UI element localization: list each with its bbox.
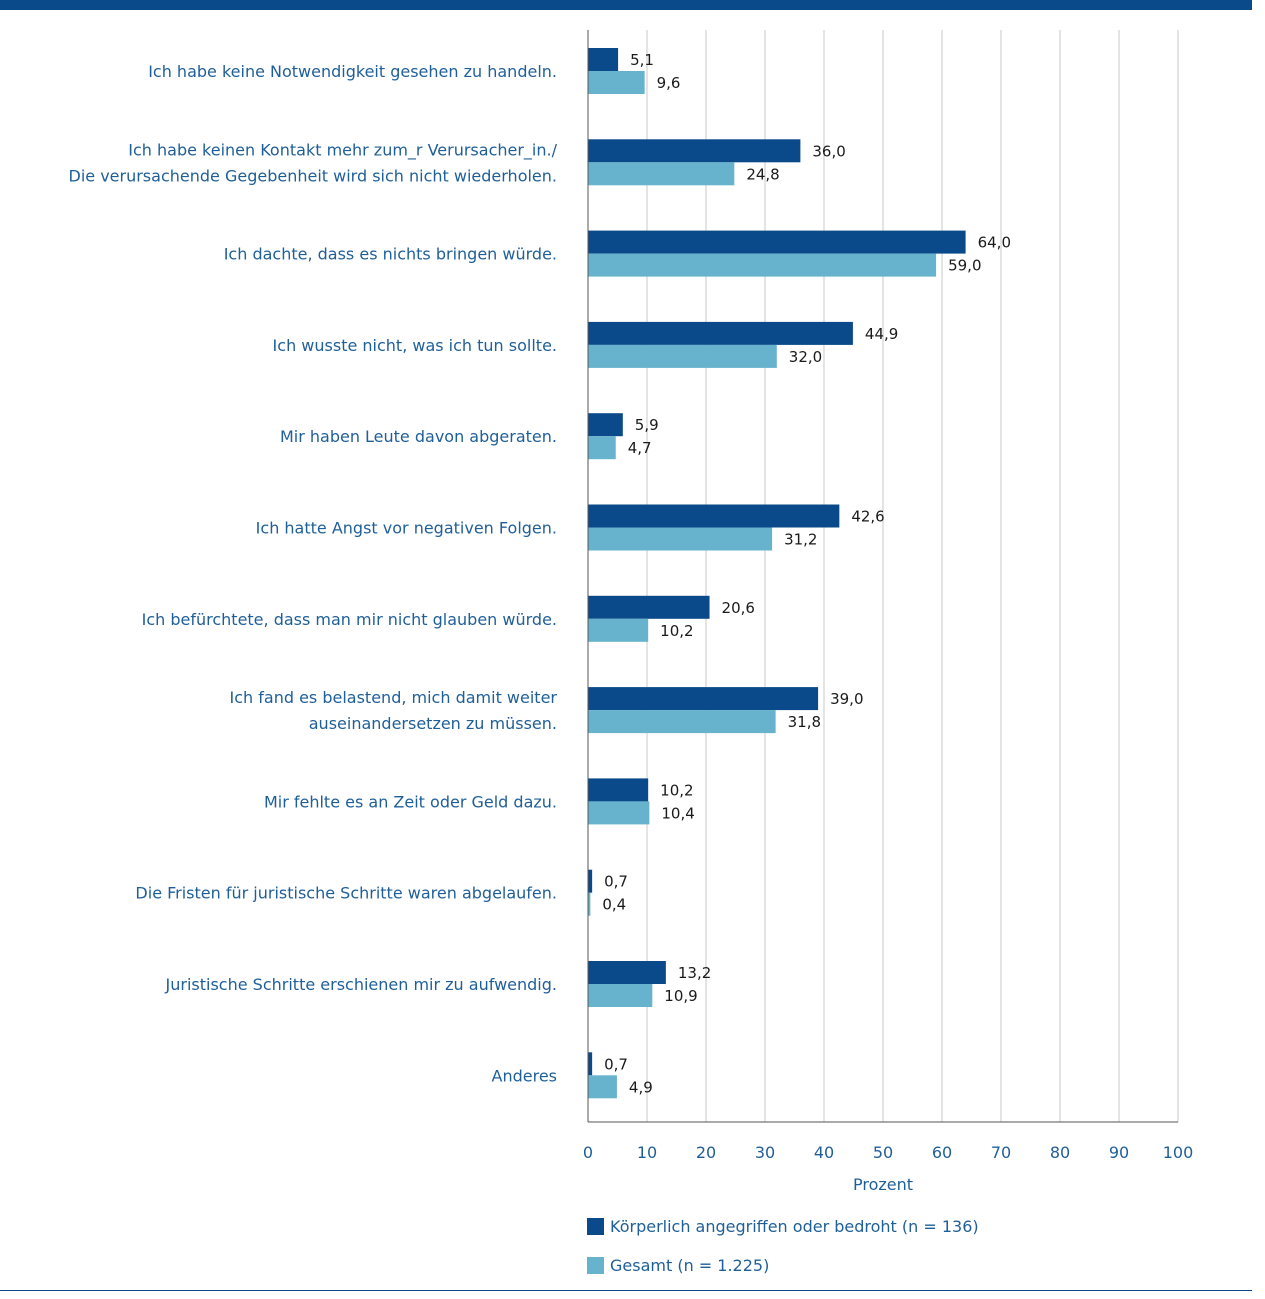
bar [588,527,773,551]
data-label: 0,4 [602,896,626,914]
data-label: 5,9 [635,416,659,434]
legend-swatch-series-1 [587,1218,604,1235]
x-tick-label: 60 [932,1143,952,1162]
legend-label-series-2: Gesamt (n = 1.225) [610,1256,770,1275]
footer-line [0,1290,1252,1291]
x-tick-label: 0 [583,1143,593,1162]
bar [588,984,653,1007]
category-label: auseinandersetzen zu müssen. [309,714,557,733]
x-tick-label: 30 [755,1143,775,1162]
data-label: 31,2 [784,531,817,549]
bar [588,321,853,345]
x-tick-label: 100 [1163,1143,1194,1162]
x-tick-label: 50 [873,1143,893,1162]
data-label: 13,2 [678,964,711,982]
category-label: Ich wusste nicht, was ich tun sollte. [273,336,557,355]
bar [588,436,616,460]
x-tick-label: 70 [991,1143,1011,1162]
legend-item-series-1: Körperlich angegriffen oder bedroht (n =… [587,1217,979,1236]
category-label: Die verursachende Gegebenheit wird sich … [69,166,558,185]
x-axis-title: Prozent [853,1175,913,1194]
category-label: Ich fand es belastend, mich damit weiter [230,688,558,707]
bar [588,710,776,734]
bar [588,139,801,163]
data-label: 32,0 [789,348,822,366]
category-label: Ich befürchtete, dass man mir nicht glau… [142,610,557,629]
bar [588,344,777,368]
category-label: Ich habe keine Notwendigkeit gesehen zu … [148,62,557,81]
data-label: 10,2 [660,781,693,799]
data-label: 39,0 [830,690,863,708]
x-tick-label: 10 [637,1143,657,1162]
data-label: 31,8 [788,713,821,731]
data-label: 24,8 [746,165,779,183]
category-label: Mir haben Leute davon abgeraten. [280,427,557,446]
x-tick-label: 20 [696,1143,716,1162]
category-label: Anderes [492,1066,558,1085]
x-tick-label: 90 [1109,1143,1129,1162]
category-label: Ich habe keinen Kontakt mehr zum_r Verur… [128,140,557,160]
legend-item-series-2: Gesamt (n = 1.225) [587,1256,769,1275]
data-label: 10,9 [664,987,697,1005]
bar [588,230,966,254]
category-label: Mir fehlte es an Zeit oder Geld dazu. [264,792,557,811]
bar [588,162,735,186]
bar [588,71,645,94]
bar [588,892,591,916]
bar [588,48,619,71]
bar [588,961,666,984]
data-label: 42,6 [851,508,884,526]
data-label: 5,1 [630,51,654,69]
bar [588,801,650,825]
data-label: 0,7 [604,1055,628,1073]
bar [588,253,937,277]
data-label: 10,4 [661,804,694,822]
legend-label-series-1: Körperlich angegriffen oder bedroht (n =… [610,1217,979,1236]
category-label: Ich dachte, dass es nichts bringen würde… [224,245,557,264]
bar [588,504,840,528]
category-label: Juristische Schritte erschienen mir zu a… [165,975,557,994]
data-label: 10,2 [660,622,693,640]
data-label: 20,6 [722,599,755,617]
data-label: 4,9 [629,1078,653,1096]
x-tick-label: 80 [1050,1143,1070,1162]
bar [588,687,819,711]
bar [588,869,593,893]
bar [588,413,623,437]
data-label: 64,0 [978,234,1011,252]
header-bar [0,0,1252,10]
bar [588,618,649,642]
x-tick-label: 40 [814,1143,834,1162]
data-label: 4,7 [628,439,652,457]
bar [588,1052,593,1076]
bar [588,595,710,619]
data-label: 9,6 [657,74,681,92]
category-label: Die Fristen für juristische Schritte war… [135,884,557,903]
data-label: 0,7 [604,873,628,891]
data-label: 44,9 [865,325,898,343]
bar [588,1075,617,1099]
bar [588,778,649,802]
data-label: 59,0 [948,257,981,275]
category-label: Ich hatte Angst vor negativen Folgen. [256,519,557,538]
data-label: 36,0 [812,142,845,160]
legend-swatch-series-2 [587,1257,604,1274]
